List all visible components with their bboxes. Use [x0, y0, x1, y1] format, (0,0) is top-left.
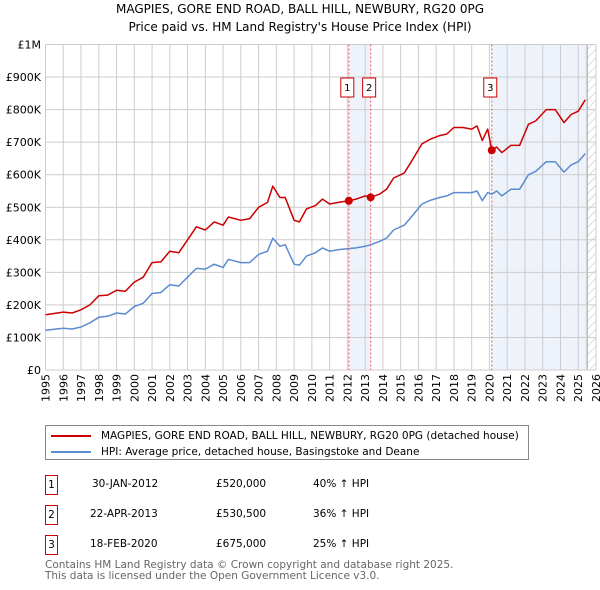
legend-label-property: MAGPIES, GORE END ROAD, BALL HILL, NEWBU… — [101, 430, 519, 442]
x-tick-label: 2016 — [412, 374, 425, 402]
x-tick-label: 2005 — [217, 374, 230, 402]
x-tick-label: 1995 — [40, 374, 53, 402]
x-tick-label: 2025 — [572, 374, 585, 402]
y-tick-label: £1M — [18, 39, 42, 52]
x-tick-label: 1998 — [93, 374, 106, 402]
x-tick-label: 2026 — [590, 374, 600, 402]
legend-swatch-red — [51, 435, 91, 437]
sale-price: £675,000 — [216, 538, 267, 550]
chart-title: MAGPIES, GORE END ROAD, BALL HILL, NEWBU… — [116, 2, 484, 16]
chart-subtitle: Price paid vs. HM Land Registry's House … — [128, 20, 471, 34]
x-tick-label: 2024 — [554, 374, 567, 402]
y-tick-label: £800K — [6, 104, 42, 117]
x-tick-label: 2018 — [448, 374, 461, 402]
footer: Contains HM Land Registry data © Crown c… — [45, 560, 453, 582]
sale-price: £520,000 — [216, 478, 267, 490]
price-chart: MAGPIES, GORE END ROAD, BALL HILL, NEWBU… — [6, 2, 600, 402]
y-tick-label: £700K — [6, 136, 42, 149]
sale-hpi-diff: 40% ↑ HPI — [313, 478, 370, 490]
sale-label-box — [340, 77, 355, 98]
sale-point — [344, 196, 353, 205]
y-tick-label: £600K — [6, 169, 42, 182]
y-tick-label: £200K — [6, 299, 42, 312]
sale-marker-box: 1 — [45, 475, 58, 495]
x-tick-label: 2020 — [483, 374, 496, 402]
property-price-line — [45, 99, 586, 316]
sale-label: 2 — [366, 83, 372, 94]
y-tick-label: £900K — [6, 71, 42, 84]
x-tick-label: 2023 — [537, 374, 550, 402]
sale-hpi-diff: 25% ↑ HPI — [313, 538, 370, 550]
x-tick-label: 2021 — [501, 374, 514, 402]
y-tick-label: £100K — [6, 331, 42, 344]
sale-marker-box: 2 — [45, 505, 58, 525]
sale-date: 18-FEB-2020 — [90, 538, 158, 550]
x-tick-label: 2008 — [270, 374, 283, 402]
x-tick-label: 1997 — [75, 374, 88, 402]
x-tick-label: 1996 — [57, 374, 70, 402]
y-tick-label: £0 — [27, 364, 41, 377]
x-tick-label: 2013 — [359, 374, 372, 402]
sale-point — [366, 193, 375, 202]
x-tick-label: 2015 — [395, 374, 408, 402]
x-tick-label: 2000 — [128, 374, 141, 402]
legend-item-hpi: HPI: Average price, detached house, Basi… — [51, 445, 419, 459]
footer-licence: This data is licensed under the Open Gov… — [45, 570, 380, 582]
legend-item-property: MAGPIES, GORE END ROAD, BALL HILL, NEWBU… — [51, 429, 519, 443]
x-tick-label: 2014 — [377, 374, 390, 402]
x-tick-label: 2003 — [182, 374, 195, 402]
legend-swatch-blue — [51, 451, 91, 453]
sale-date: 30-JAN-2012 — [92, 478, 159, 490]
x-tick-label: 2009 — [288, 374, 301, 402]
x-tick-label: 2012 — [341, 374, 354, 402]
sale-row: 3 18-FEB-2020 £675,000 25% ↑ HPI — [45, 535, 445, 555]
x-tick-label: 2019 — [466, 374, 479, 402]
x-tick-label: 2007 — [253, 374, 266, 402]
sale-row: 2 22-APR-2013 £530,500 36% ↑ HPI — [45, 505, 445, 525]
x-tick-label: 2022 — [519, 374, 532, 402]
x-tick-label: 2010 — [306, 374, 319, 402]
x-tick-label: 2002 — [164, 374, 177, 402]
y-tick-label: £300K — [6, 266, 42, 279]
sale-price: £530,500 — [216, 508, 267, 520]
sale-date: 22-APR-2013 — [90, 508, 158, 520]
x-tick-label: 2004 — [199, 374, 212, 402]
y-tick-label: £500K — [6, 201, 42, 214]
sale-label-box — [362, 77, 377, 98]
sale-point — [487, 146, 496, 155]
sale-hpi-diff: 36% ↑ HPI — [313, 508, 370, 520]
x-tick-label: 1999 — [111, 374, 124, 402]
sale-row: 1 30-JAN-2012 £520,000 40% ↑ HPI — [45, 475, 445, 495]
legend: MAGPIES, GORE END ROAD, BALL HILL, NEWBU… — [45, 425, 529, 460]
x-tick-label: 2001 — [146, 374, 159, 402]
sale-label: 3 — [487, 83, 493, 94]
x-tick-label: 2006 — [235, 374, 248, 402]
y-tick-label: £400K — [6, 234, 42, 247]
hpi-line — [45, 153, 586, 332]
sale-label: 1 — [344, 83, 350, 94]
legend-label-hpi: HPI: Average price, detached house, Basi… — [101, 446, 420, 458]
sale-label-box — [483, 77, 498, 98]
sale-marker-box: 3 — [45, 535, 58, 555]
x-tick-label: 2011 — [324, 374, 337, 402]
footer-copyright: Contains HM Land Registry data © Crown c… — [45, 559, 454, 571]
x-tick-label: 2017 — [430, 374, 443, 402]
